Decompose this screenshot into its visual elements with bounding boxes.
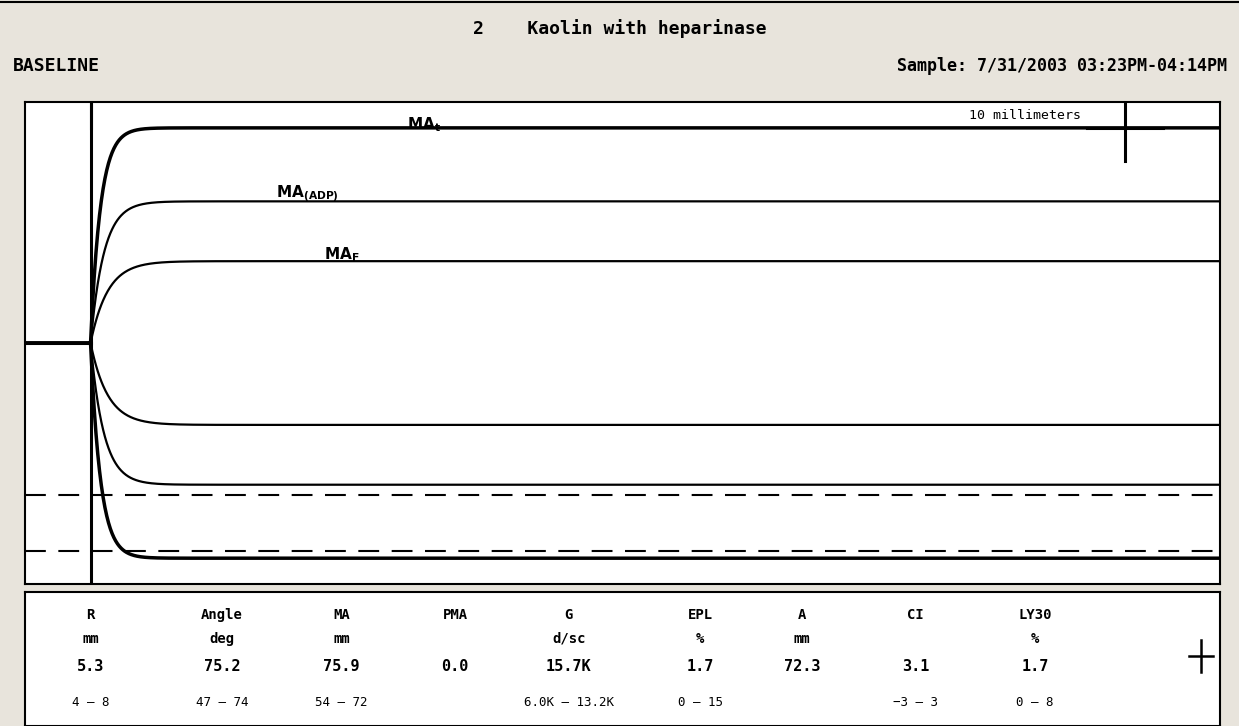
Text: 1.7: 1.7 [686,659,714,674]
Text: G: G [565,608,572,621]
Text: 5.3: 5.3 [77,659,104,674]
Text: 10 millimeters: 10 millimeters [969,109,1080,121]
Text: 72.3: 72.3 [784,659,820,674]
Text: $\mathbf{MA_{(ADP)}}$: $\mathbf{MA_{(ADP)}}$ [276,184,338,205]
Text: d/sc: d/sc [553,632,586,646]
Text: A: A [798,608,807,621]
Text: deg: deg [209,632,234,646]
Text: PMA: PMA [442,608,468,621]
Text: %: % [1031,632,1040,646]
Text: −3 – 3: −3 – 3 [893,696,938,709]
Text: 0 – 15: 0 – 15 [678,696,722,709]
Text: Angle: Angle [201,608,243,621]
Text: R: R [87,608,94,621]
Text: CI: CI [907,608,924,621]
Text: $\mathbf{MA_t}$: $\mathbf{MA_t}$ [408,115,441,134]
Text: 47 — 74: 47 — 74 [196,696,248,709]
Text: 3.1: 3.1 [902,659,929,674]
Text: Sample: 7/31/2003 03:23PM-04:14PM: Sample: 7/31/2003 03:23PM-04:14PM [897,57,1227,75]
Text: LY30: LY30 [1018,608,1052,621]
Text: EPL: EPL [688,608,712,621]
Text: 75.9: 75.9 [323,659,359,674]
Text: 6.0K – 13.2K: 6.0K – 13.2K [524,696,613,709]
Text: %: % [696,632,705,646]
Text: MA: MA [333,608,349,621]
Text: mm: mm [333,632,349,646]
Text: 0.0: 0.0 [441,659,468,674]
Text: 15.7K: 15.7K [546,659,591,674]
Text: 0 – 8: 0 – 8 [1016,696,1054,709]
Text: 75.2: 75.2 [203,659,240,674]
Text: mm: mm [793,632,810,646]
Text: mm: mm [82,632,99,646]
Text: 2    Kaolin with heparinase: 2 Kaolin with heparinase [473,19,766,38]
Text: BASELINE: BASELINE [12,57,99,75]
Text: 4 — 8: 4 — 8 [72,696,109,709]
Text: 1.7: 1.7 [1021,659,1048,674]
Text: $\mathbf{MA_F}$: $\mathbf{MA_F}$ [323,245,359,264]
Text: 54 — 72: 54 — 72 [316,696,368,709]
